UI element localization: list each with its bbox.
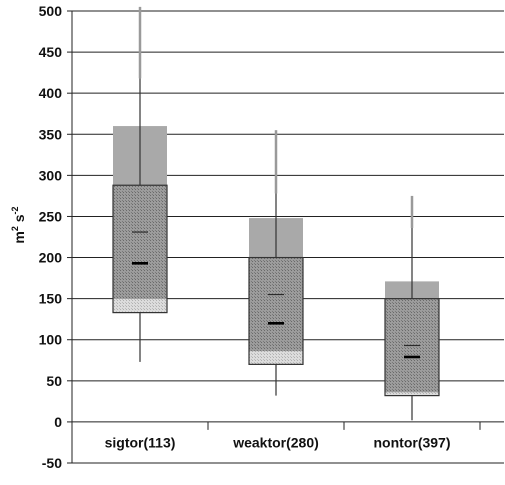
box-fill [113, 185, 167, 299]
y-tick-label: 400 [39, 85, 63, 101]
box-0 [112, 6, 168, 362]
y-axis-label-mid: s [11, 214, 27, 226]
x-category-label: sigtor(113) [105, 434, 176, 450]
y-tick-label: 500 [39, 3, 63, 19]
y-tick-label: -50 [42, 455, 62, 471]
boxes [112, 6, 440, 421]
y-tick-label: 100 [39, 332, 63, 348]
box-2 [384, 195, 440, 421]
y-axis-ticks: -50 0 50 100 150 200 250 300 350 400 450 500 [39, 3, 63, 471]
y-tick-label: 0 [54, 414, 62, 430]
x-category-label: nontor(397) [374, 434, 451, 450]
y-axis-label-sup1: 2 [10, 226, 20, 231]
y-axis-label: m2 s-2 [10, 206, 27, 243]
box-1 [248, 130, 304, 396]
y-tick-label: 150 [39, 291, 63, 307]
lower-shade [249, 351, 303, 365]
y-tick-label: 200 [39, 250, 63, 266]
lower-shade [113, 298, 167, 313]
y-tick-label: 250 [39, 208, 63, 224]
lower-shade [385, 392, 439, 396]
y-axis-label-sup2: -2 [10, 206, 20, 214]
y-tick-label: 450 [39, 44, 63, 60]
y-tick-label: 300 [39, 167, 63, 183]
box-fill [249, 257, 303, 352]
x-axis-categories: sigtor(113) weaktor(280) nontor(397) [105, 434, 451, 450]
y-axis-label-base: m [11, 231, 27, 243]
x-category-label: weaktor(280) [232, 434, 319, 450]
y-tick-label: 50 [46, 373, 62, 389]
y-tick-label: 350 [39, 126, 63, 142]
